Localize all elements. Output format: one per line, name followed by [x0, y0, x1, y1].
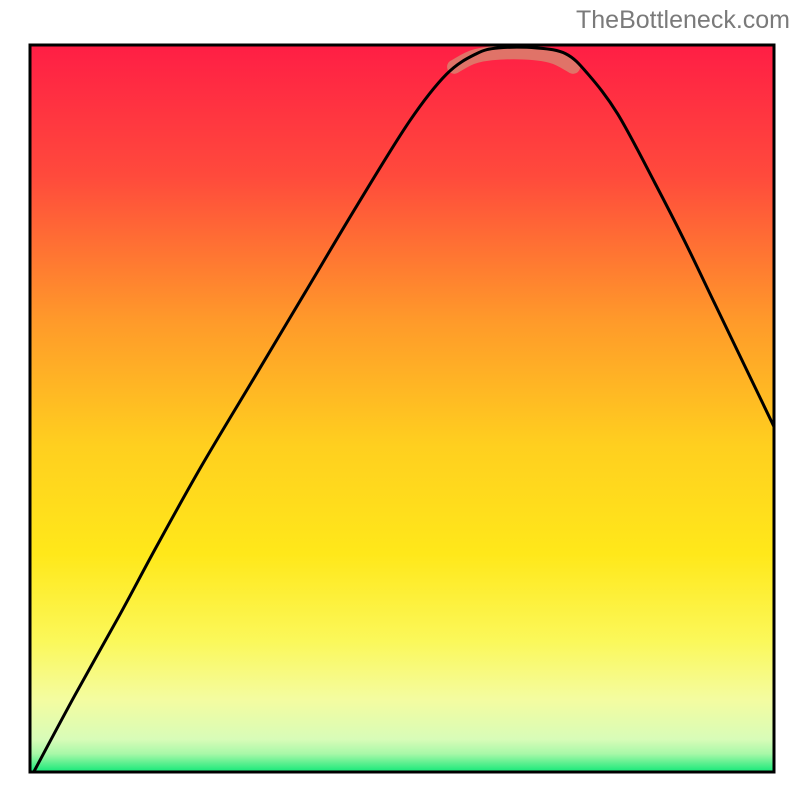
gradient-background: [30, 45, 774, 772]
chart-container: TheBottleneck.com: [0, 0, 800, 800]
watermark-text: TheBottleneck.com: [576, 6, 790, 35]
bottleneck-chart: [0, 0, 800, 800]
